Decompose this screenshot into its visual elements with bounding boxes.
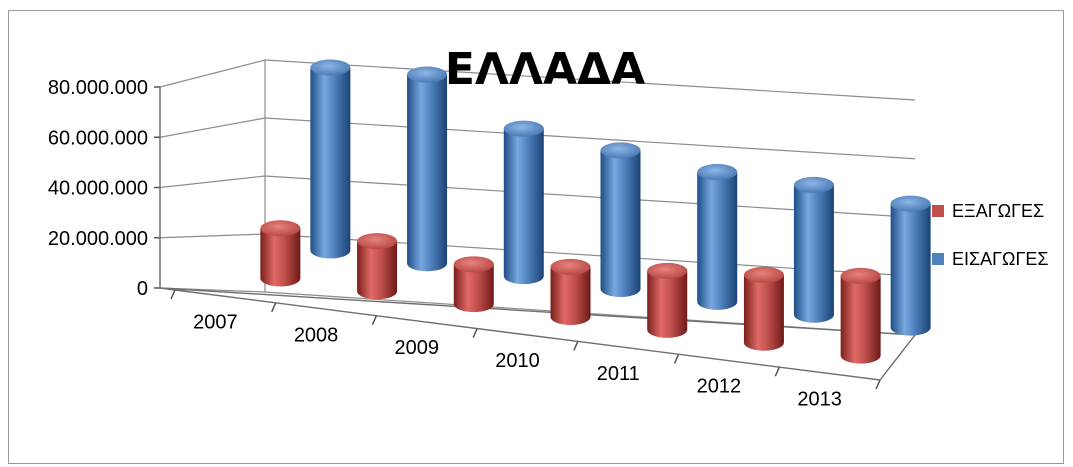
bar-exports [357,233,398,300]
chart-title: ΕΛΛΑΔΑ [445,44,645,95]
labels-layer: 0 20.000.000 40.000.000 60.000.000 80.000.00… [48,77,842,411]
bar-imports [407,66,448,272]
y-tick-label: 20.000.000 [48,228,148,250]
bar-imports [890,195,931,336]
bars-layer [260,59,931,364]
x-tick-mark [875,379,881,390]
bar-exports [260,220,301,287]
bar-imports [793,176,834,323]
y-tick-label: 60.000.000 [48,127,148,149]
x-tick-mark [774,366,780,377]
bar-imports [600,142,641,297]
bar-imports [310,59,351,259]
bar-exports [840,267,881,364]
x-tick-label: 2012 [697,376,742,398]
x-tick-mark [371,315,378,326]
x-tick-label: 2007 [193,311,238,333]
bar-imports [503,120,544,285]
y-tick-label: 80.000.000 [48,77,148,99]
legend-label: ΕΙΣΑΓΩΓΕΣ [952,249,1049,269]
legend-swatch [932,205,944,217]
x-tick-mark [170,289,176,300]
x-tick-label: 2010 [495,350,540,372]
y-tick-label: 40.000.000 [48,178,148,200]
x-tick-mark [673,353,680,364]
x-tick-mark [472,328,478,338]
legend-label: ΕΞΑΓΩΓΕΣ [952,201,1044,221]
y-tick-label: 0 [137,278,148,300]
bar-exports [453,256,494,313]
x-tick-mark [573,341,579,351]
legend-swatch [932,253,944,265]
x-tick-label: 2009 [395,337,440,359]
x-tick-label: 2008 [294,324,339,346]
bar-exports [647,262,688,338]
bar-exports [550,258,591,325]
legend: ΕΞΑΓΩΓΕΣ ΕΙΣΑΓΩΓΕΣ [932,201,1049,269]
bar-exports [743,266,784,351]
x-tick-label: 2013 [797,389,842,411]
x-tick-mark [271,302,277,313]
x-tick-label: 2011 [597,363,640,385]
bar-imports [697,164,738,310]
